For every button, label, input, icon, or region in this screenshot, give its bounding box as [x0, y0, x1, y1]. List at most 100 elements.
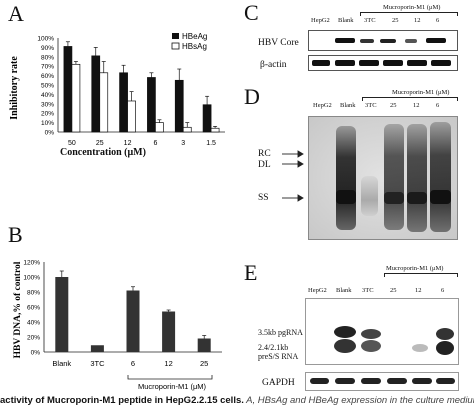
panel-d-lane-12: 12 — [413, 102, 420, 109]
panel-d-blot — [308, 116, 458, 240]
a-ytick-label: 40% — [41, 92, 54, 99]
b-xtick-label: Blank — [52, 359, 71, 368]
panel-d-letter: D — [244, 84, 260, 109]
panel-b-letter: B — [8, 222, 23, 247]
panel-c-lane-3tc: 3TC — [364, 17, 376, 24]
panel-c-lane-25: 25 — [392, 17, 399, 24]
a-bar-hbeag — [91, 55, 101, 133]
panel-a-xlabel: Concentration (μM) — [60, 147, 146, 158]
panel-b-bars — [55, 270, 211, 352]
b-ytick-label: 0% — [31, 350, 41, 357]
a-ytick-label: 100% — [37, 36, 54, 43]
a-bar-hbeag — [174, 79, 184, 133]
figure-caption: activity of Mucroporin-M1 peptide in Hep… — [0, 395, 474, 408]
a-ytick-label: 70% — [41, 64, 54, 71]
b-ytick-label: 20% — [27, 335, 40, 342]
caption-rest: A, HBsAg and HBeAg expression in the cul… — [243, 395, 474, 406]
panel-d-lane-hepg2: HepG2 — [313, 102, 332, 109]
panel-d-lane-25: 25 — [390, 102, 397, 109]
panel-a-chart: Inhibitory rate 0% 10% 20% 30% 40% 50% 60% 70% 8… — [9, 32, 225, 148]
a-bar-hbsag — [210, 127, 220, 133]
panel-c-group-label: Mucroporin-M1 (μM) — [383, 4, 441, 11]
caption-bold: activity of Mucroporin-M1 peptide in Hep… — [0, 395, 244, 406]
legend-label-hbeag: HBeAg — [182, 32, 207, 41]
a-bar-hbeag — [202, 104, 212, 133]
panel-c-label-core: HBV Core — [258, 38, 299, 48]
panel-c-letter: C — [244, 0, 259, 25]
panel-d-marker-dl: DL — [258, 160, 271, 170]
a-xtick-label: 25 — [96, 140, 104, 147]
a-bar-hbeag — [147, 77, 156, 133]
a-ytick-label: 30% — [41, 101, 54, 108]
a-bar-hbsag — [71, 63, 81, 133]
b-ytick-label: 80% — [27, 290, 40, 297]
panel-e-letter: E — [244, 260, 258, 285]
legend-swatch-hbsag — [171, 42, 180, 50]
b-xtick-label: 6 — [131, 359, 135, 368]
b-bar — [55, 277, 69, 352]
panel-d-lane-6-smear — [430, 122, 451, 232]
panel-c-lane-blank: Blank — [338, 17, 354, 24]
a-ytick-label: 20% — [41, 111, 54, 118]
panel-d-lane-3tc: 3TC — [365, 102, 377, 109]
panel-b-ylabel: HBV DNA,% of control — [13, 261, 23, 358]
a-bar-hbsag — [127, 100, 136, 133]
panel-d-lane-3tc-smear — [361, 176, 378, 216]
panel-e-lane-hepg2: HepG2 — [308, 287, 327, 294]
b-ytick-label: 40% — [27, 320, 40, 327]
panel-d-lane-6: 6 — [436, 102, 440, 109]
a-bar-hbeag — [119, 72, 128, 133]
panel-e-label-pgrna: 3.5kb pgRNA — [258, 328, 303, 337]
panel-e-label-sizes: 2.4/2.1kb — [258, 343, 289, 352]
legend-label-hbsag: HBsAg — [182, 42, 207, 51]
panel-a-tick-labels: 0% 10% 20% 30% 40% 50% 60% 70% 80% 90% 100% 50 25 12 6… — [37, 36, 216, 148]
panel-c-bracket — [360, 12, 458, 16]
panel-e-bracket — [384, 273, 458, 277]
a-xtick-label: 6 — [153, 140, 157, 147]
a-bar-hbeag — [63, 46, 73, 133]
a-xtick-label: 3 — [181, 140, 185, 147]
panel-c-core-bands — [335, 38, 446, 43]
panel-c-actin-bands — [312, 60, 451, 66]
panel-a-ylabel: Inhibitory rate — [9, 56, 20, 120]
panel-c-lane-6: 6 — [436, 17, 440, 24]
panel-c-label-actin: β-actin — [260, 60, 287, 70]
panel-e-blot — [305, 298, 459, 391]
panel-d-lane-blank: Blank — [340, 102, 356, 109]
panel-e-lane-blank: Blank — [336, 287, 352, 294]
panel-e-label-pres-s: preS/S RNA — [258, 352, 299, 361]
a-ytick-label: 90% — [41, 45, 54, 52]
panel-b-chart: HBV DNA,% of control 0% 20% 40% 60% 80% 100% 1… — [13, 260, 222, 391]
a-bar-hbsag — [182, 126, 192, 133]
panel-e-lane-25: 25 — [390, 287, 397, 294]
panel-d-marker-ss: SS — [258, 193, 269, 203]
panel-a-letter: A — [8, 1, 24, 26]
panel-b-tick-labels: 0% 20% 40% 60% 80% 100% 120% Blank 3TC 6 12 25 — [23, 260, 208, 369]
a-xtick-label: 12 — [124, 140, 132, 147]
a-bar-hbsag — [155, 122, 164, 133]
panel-e-lane-6: 6 — [441, 287, 445, 294]
panel-d-arrows — [282, 150, 304, 202]
a-xtick-label: 50 — [68, 140, 76, 147]
b-ytick-label: 120% — [23, 260, 40, 267]
b-bar — [126, 290, 140, 352]
b-bar — [162, 311, 176, 352]
panel-e-label-gapdh: GAPDH — [262, 378, 295, 388]
b-xtick-label: 3TC — [90, 359, 105, 368]
panel-d-lane-25-smear — [384, 124, 404, 230]
a-xtick-label: 1.5 — [206, 140, 216, 147]
panel-e-gapdh-bands — [310, 378, 455, 384]
panel-e-rna-bands — [334, 326, 454, 355]
a-ytick-label: 50% — [41, 83, 54, 90]
panel-d-bracket — [362, 97, 458, 101]
panel-b-group-bracket — [127, 375, 213, 380]
panel-a-bars — [63, 41, 220, 133]
a-ytick-label: 80% — [41, 54, 54, 61]
panel-a-axes — [57, 38, 225, 133]
b-ytick-label: 100% — [23, 275, 40, 282]
panel-d-group-label: Mucroporin-M1 (μM) — [392, 89, 450, 96]
panel-e-lane-12: 12 — [415, 287, 422, 294]
panel-c-lane-12: 12 — [414, 17, 421, 24]
a-ytick-label: 60% — [41, 73, 54, 80]
a-ytick-label: 0% — [45, 130, 55, 137]
